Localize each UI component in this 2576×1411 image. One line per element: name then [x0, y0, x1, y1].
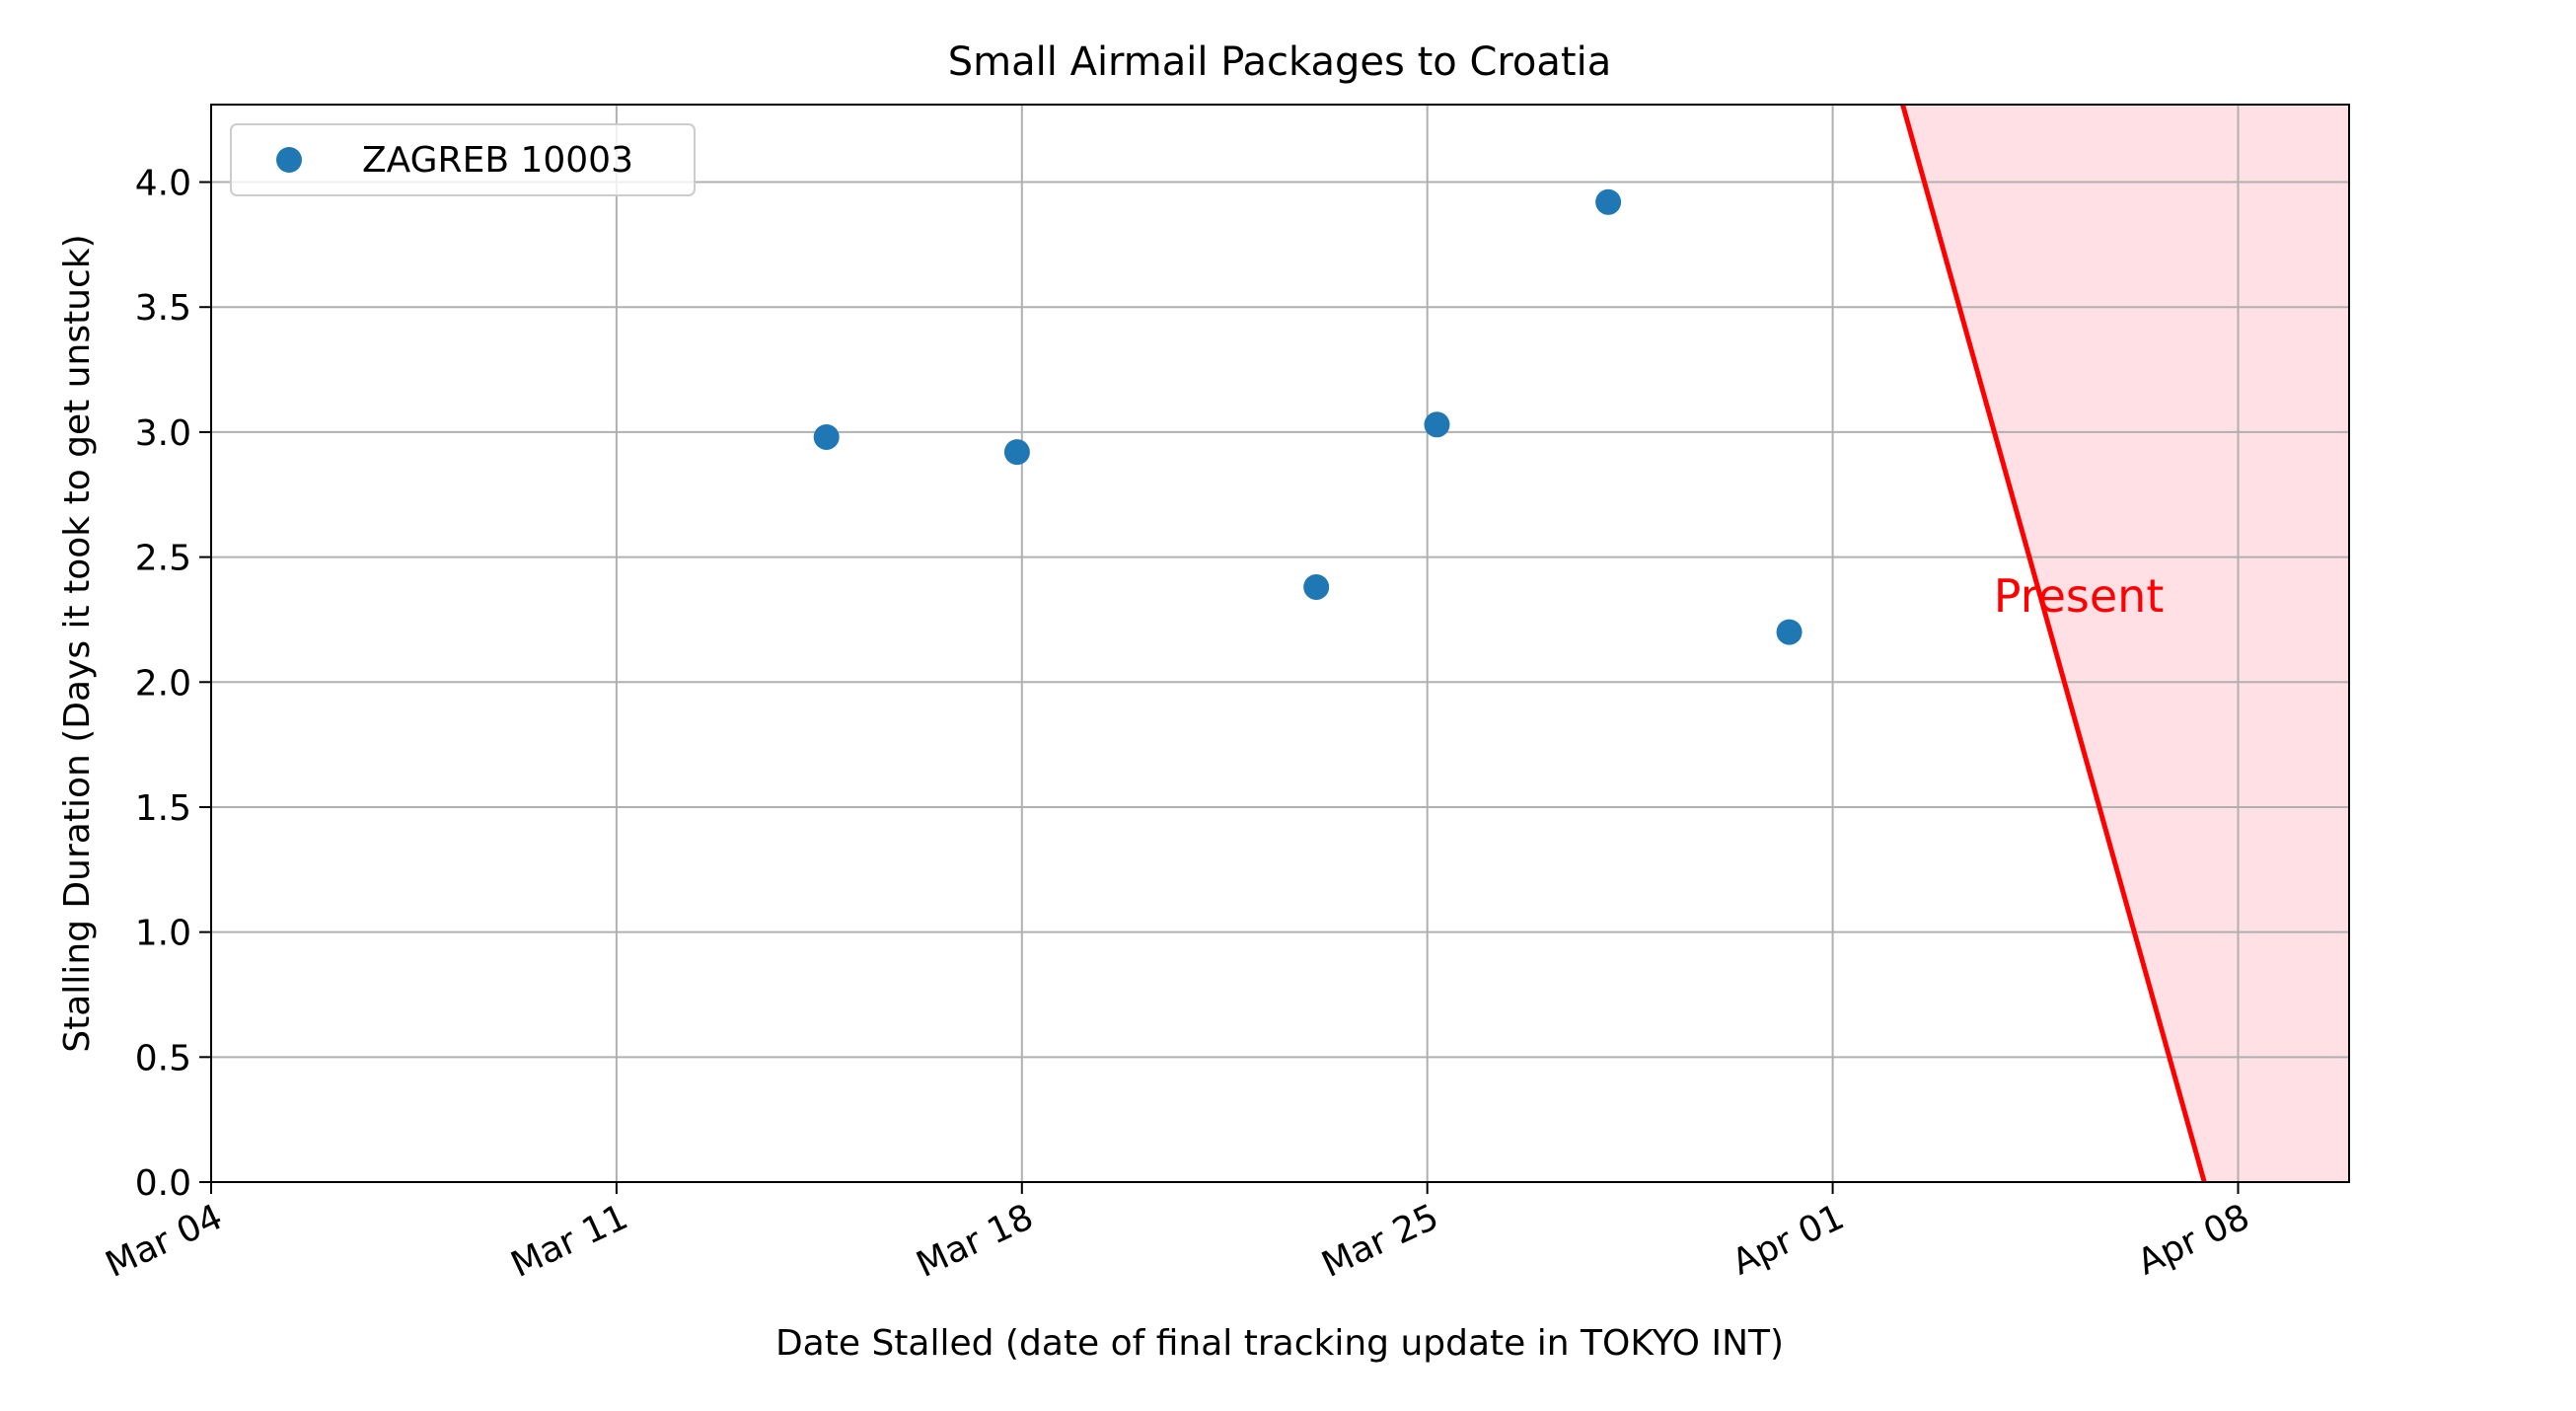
data-points	[813, 188, 1803, 645]
legend-label: ZAGREB 10003	[362, 140, 633, 181]
y-tick-label: 1.0	[135, 914, 191, 954]
scatter-point	[1776, 619, 1803, 645]
scatter-point	[813, 423, 840, 450]
y-axis-ticks: 0.0 0.5 1.0 1.5 2.0 2.5 3.0 3.5 4.0	[135, 164, 211, 1204]
legend-box	[230, 123, 696, 196]
y-tick-label: 3.5	[135, 288, 191, 329]
y-tick-label: 3.0	[135, 413, 191, 454]
present-line	[1900, 104, 2207, 1183]
y-tick-label: 0.0	[135, 1163, 191, 1204]
y-axis-label: Stalling Duration (Days it took to get u…	[57, 234, 98, 1052]
y-tick-label: 2.0	[135, 663, 191, 704]
scatter-point	[1424, 411, 1450, 438]
legend-marker	[276, 147, 302, 173]
chart-title: Small Airmail Packages to Croatia	[948, 39, 1611, 85]
y-tick-label: 0.5	[135, 1038, 191, 1078]
y-tick-label: 4.0	[135, 164, 191, 204]
legend: ZAGREB 10003	[230, 123, 696, 196]
scatter-point	[1003, 439, 1030, 466]
plot-frame	[210, 104, 2350, 1183]
scatter-point	[1595, 188, 1622, 215]
y-tick-label: 2.5	[135, 539, 191, 579]
present-label: Present	[1994, 569, 2165, 623]
scatter-point	[1303, 573, 1330, 600]
present-line-layer: Present	[1900, 104, 2207, 1183]
y-tick-label: 1.5	[135, 788, 191, 829]
x-axis-label: Date Stalled (date of final tracking upd…	[775, 1323, 1784, 1364]
